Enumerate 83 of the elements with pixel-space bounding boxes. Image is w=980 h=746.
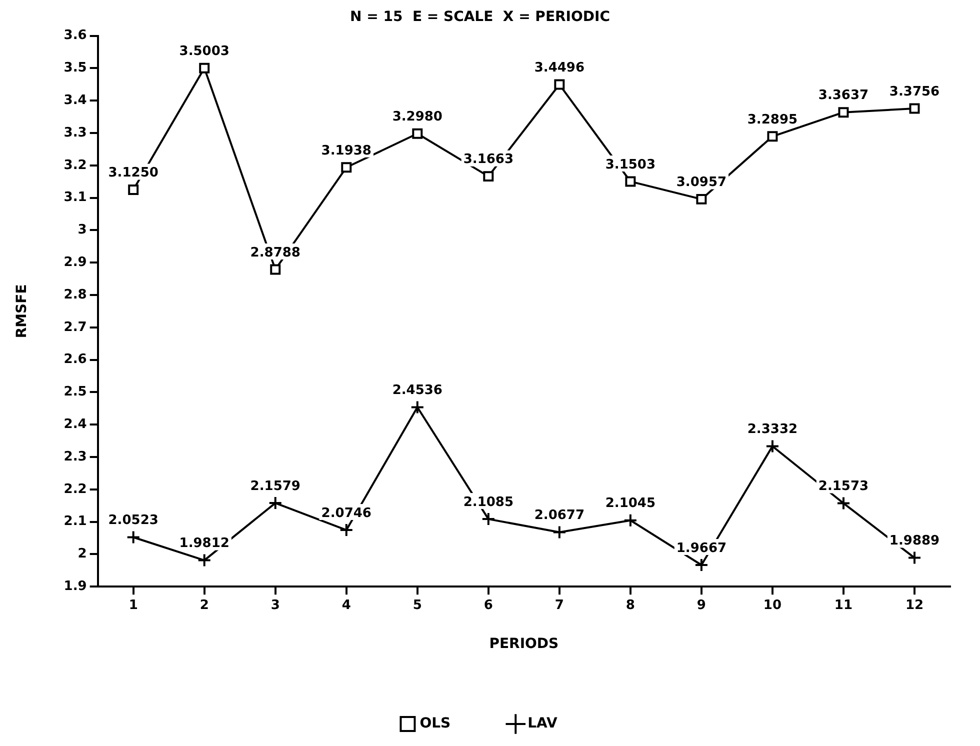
point	[694, 558, 708, 572]
y-tick-label: 3.2	[64, 158, 87, 173]
y-tick-label: 3.6	[64, 28, 87, 44]
y-tick-label: 3.3	[64, 125, 87, 140]
y-tick-label: 3.1	[64, 190, 87, 206]
y-tick-label: 2.9	[64, 254, 87, 270]
point	[767, 131, 778, 142]
y-axis-title: RMSFE	[14, 284, 30, 338]
x-tick-label: 1	[128, 598, 138, 613]
text: 2.1085	[463, 494, 514, 510]
x-tick-label: 7	[554, 598, 564, 613]
text: 1.9812	[179, 536, 230, 552]
point	[696, 194, 707, 204]
x-tick-label: 8	[626, 598, 635, 613]
text: 2.0523	[108, 513, 158, 528]
x-tick-label: 10	[763, 598, 782, 613]
point	[765, 439, 780, 454]
text: 1.9667	[676, 540, 727, 556]
y-tick-label: 2.3	[64, 449, 87, 464]
x-tick-label: 11	[834, 598, 853, 613]
text: 2.0746	[321, 506, 372, 521]
x-axis-title: PERIODS	[489, 636, 559, 652]
legend-label: OLS	[420, 716, 451, 732]
y-tick-label: 2.2	[64, 482, 87, 497]
text: 1.9889	[889, 534, 940, 549]
y-tick-label: 1.9	[64, 578, 87, 594]
point	[836, 496, 850, 510]
y-tick-label: 3.4	[64, 92, 87, 108]
point	[341, 162, 352, 173]
text: 2.1579	[250, 478, 300, 494]
y-tick-label: 2.7	[64, 320, 87, 335]
point	[197, 553, 212, 568]
x-tick-label: 2	[200, 598, 209, 613]
text: 2.4536	[392, 383, 442, 398]
text: 2.8788	[250, 245, 300, 260]
point	[909, 103, 920, 114]
y-tick-label: 3.5	[64, 60, 87, 76]
point	[623, 513, 638, 528]
y-tick-label: 2.8	[64, 287, 87, 302]
point	[481, 512, 496, 526]
x-tick-label: 9	[696, 598, 706, 613]
point	[907, 550, 922, 565]
y-tick-label: 2.5	[64, 384, 87, 400]
point	[483, 171, 494, 182]
y-tick-label: 2	[78, 546, 87, 562]
text: 3.4496	[534, 60, 585, 76]
y-tick-label: 2.4	[64, 416, 87, 432]
point	[126, 530, 140, 544]
point	[625, 176, 636, 187]
point	[838, 107, 849, 118]
legend-label: LAV	[528, 716, 558, 732]
x-tick-label: 5	[412, 598, 422, 613]
text: 3.1938	[321, 143, 372, 158]
point	[270, 264, 281, 275]
point	[412, 128, 423, 139]
point	[268, 496, 282, 510]
text: 3.3637	[818, 88, 869, 104]
point	[339, 523, 354, 538]
x-tick-label: 6	[484, 598, 493, 613]
y-tick-label: 2.1	[64, 514, 87, 530]
text: 2.1045	[605, 496, 656, 512]
point	[552, 525, 566, 540]
text: 3.5003	[179, 44, 230, 59]
chart-title: N = 15 E = SCALE X = PERIODIC	[350, 9, 610, 26]
text: 3.1503	[605, 157, 656, 172]
point	[199, 62, 210, 74]
text: 3.1663	[463, 152, 514, 168]
text: 3.2980	[392, 110, 442, 125]
x-tick-label: 3	[270, 598, 280, 613]
point	[410, 400, 424, 414]
text: 2.3332	[747, 422, 798, 438]
point	[554, 79, 565, 90]
point	[128, 184, 139, 195]
text: 3.3756	[889, 84, 940, 100]
text: 3.2895	[747, 112, 798, 128]
x-tick-label: 12	[905, 598, 924, 613]
text: 2.0677	[534, 508, 585, 524]
text: 3.0957	[676, 175, 727, 190]
x-tick-label: 4	[342, 598, 351, 613]
text: 3.1250	[108, 166, 158, 181]
y-tick-label: 3	[78, 222, 87, 238]
y-tick-label: 2.6	[64, 352, 87, 368]
text: 2.1573	[818, 479, 869, 494]
